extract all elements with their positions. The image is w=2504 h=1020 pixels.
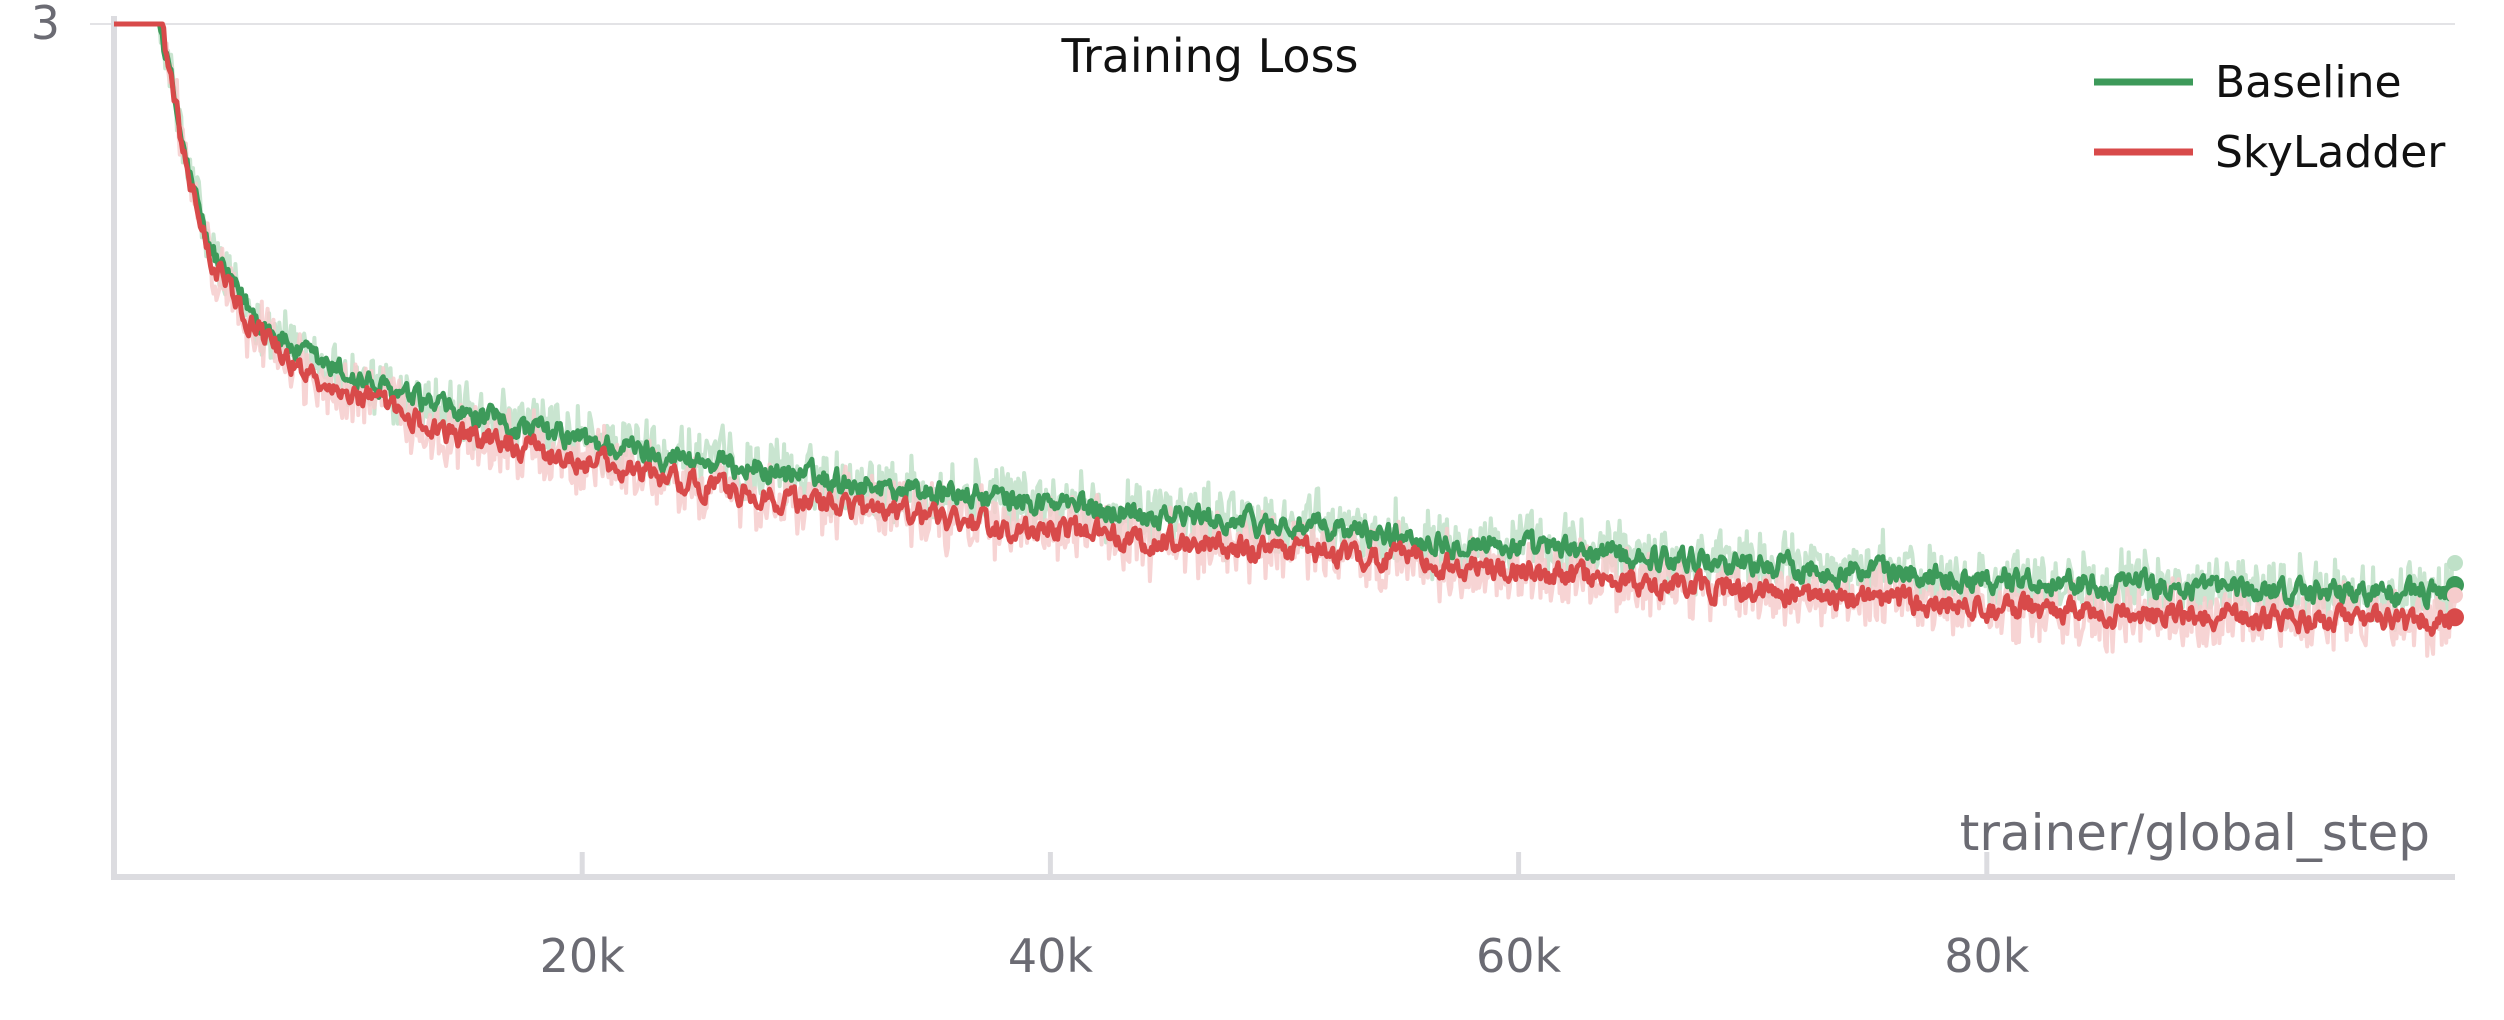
series-raw-baseline [113, 22, 2457, 632]
x-tick-label: 20k [540, 929, 626, 983]
x-tick-label: 40k [1008, 929, 1094, 983]
x-axis-label: trainer/global_step [1960, 804, 2430, 862]
chart-title: Training Loss [1060, 29, 1358, 83]
y-tick-label: 3 [31, 0, 60, 50]
legend-label-skyladder: SkyLadder [2215, 127, 2446, 178]
y-ticks: 3 [31, 0, 60, 50]
series-endpoint-skyladder [2446, 608, 2464, 627]
legend: Baseline SkyLadder [2094, 57, 2446, 178]
x-tick-label: 60k [1476, 929, 1562, 983]
series-lines [113, 21, 2458, 637]
series-raw-endpoint-baseline [2447, 555, 2463, 572]
series-endpoints [2446, 555, 2464, 627]
x-ticks: 20k 40k 60k 80k [540, 852, 2030, 983]
series-raw-endpoint-skyladder [2447, 587, 2463, 604]
legend-label-baseline: Baseline [2215, 57, 2402, 108]
series-raw-skyladder [113, 22, 2457, 658]
x-tick-label: 80k [1944, 929, 2030, 983]
series-line-baseline [113, 21, 2458, 611]
series-line-skyladder [113, 21, 2456, 637]
series-shades [113, 22, 2457, 658]
